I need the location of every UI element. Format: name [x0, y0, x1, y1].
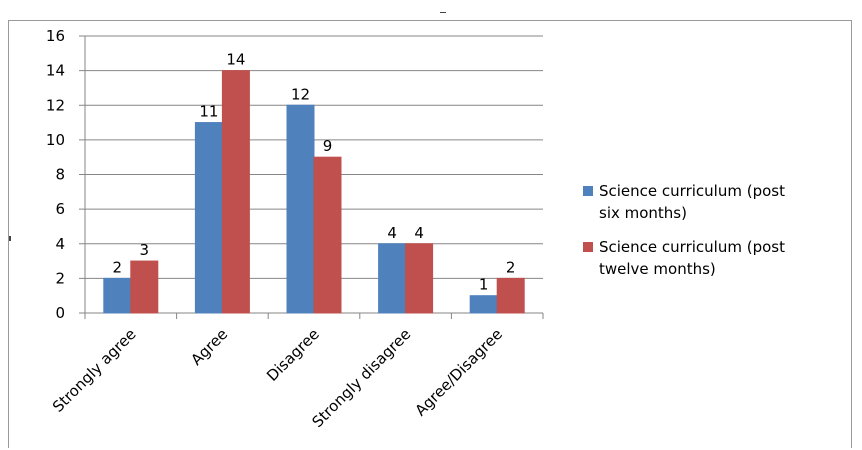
legend-swatch-series-1: [583, 186, 593, 196]
data-label: 14: [226, 51, 245, 69]
y-tick-label: 10: [46, 131, 65, 149]
legend-label-series-1: six months): [599, 204, 687, 222]
legend-swatch-series-2: [583, 242, 593, 252]
chart-border-top: [8, 20, 851, 21]
category-label: Agree/Disagree: [412, 325, 507, 420]
resize-marker-left: [9, 236, 11, 241]
y-tick-label: 0: [55, 304, 65, 322]
chart-border-right: [851, 20, 852, 448]
legend-label-series-1: Science curriculum (post: [599, 182, 785, 200]
category-label: Agree: [187, 325, 231, 369]
y-tick-label: 14: [46, 62, 65, 80]
data-label: 2: [506, 258, 516, 276]
legend-label-series-2: Science curriculum (post: [599, 238, 785, 256]
bars: [103, 70, 525, 314]
bar-series-2-disagree: [313, 156, 342, 314]
data-label: 12: [291, 85, 310, 103]
bar-series-2-agree-disagree: [496, 277, 525, 314]
resize-marker-top: [440, 12, 446, 13]
data-label: 3: [140, 241, 150, 259]
category-label: Disagree: [263, 325, 323, 385]
y-tick-label: 8: [55, 166, 65, 184]
y-tick-label: 16: [46, 27, 65, 45]
bar-series-1-strongly-agree: [103, 277, 132, 314]
chart-border-left: [8, 20, 9, 448]
bar-series-2-agree: [221, 70, 250, 314]
y-tick-label: 6: [55, 200, 65, 218]
bar-series-2-strongly-disagree: [405, 243, 434, 314]
bar-series-1-strongly-disagree: [378, 243, 407, 314]
bar-series-1-agree: [194, 122, 223, 314]
legend-label-series-2: twelve months): [599, 260, 716, 278]
data-label: 11: [199, 103, 218, 121]
bar-series-2-strongly-agree: [130, 260, 159, 314]
category-label: Strongly disagree: [309, 325, 415, 431]
data-label: 9: [323, 137, 333, 155]
y-tick-label: 12: [46, 96, 65, 114]
legend: Science curriculum (post six months) Scien…: [583, 182, 785, 278]
bar-series-1-agree-disagree: [469, 295, 498, 314]
y-tick-label: 4: [55, 235, 65, 253]
data-label: 2: [113, 258, 123, 276]
data-label: 1: [479, 276, 489, 294]
data-label: 4: [414, 224, 424, 242]
data-label: 4: [387, 224, 397, 242]
y-tick-label: 2: [55, 269, 65, 287]
category-label: Strongly agree: [49, 325, 140, 416]
bar-series-1-disagree: [286, 104, 315, 314]
